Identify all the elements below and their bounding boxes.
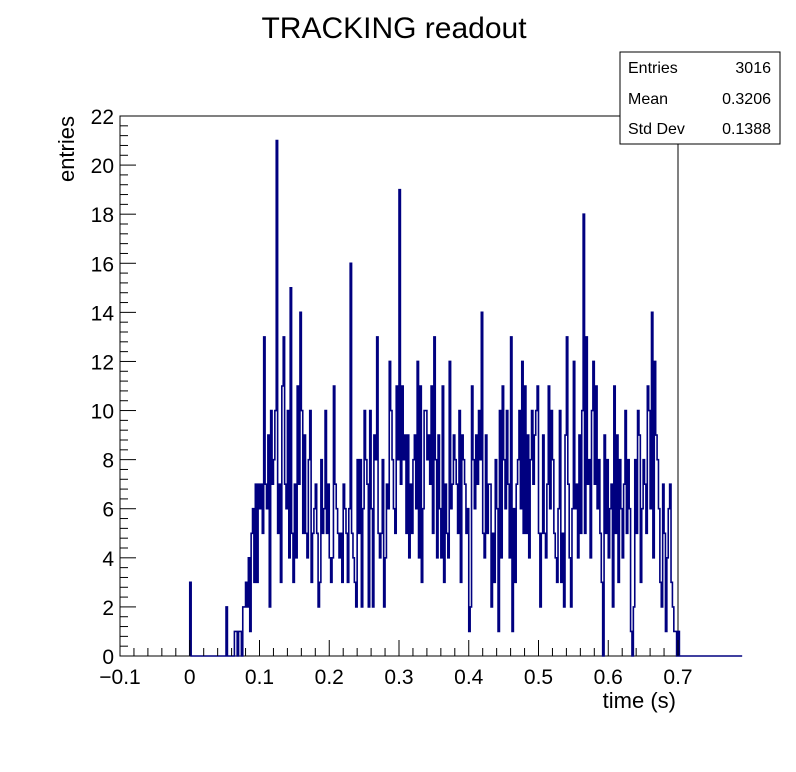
stats-stddev-label: Std Dev <box>628 121 685 138</box>
x-tick-label: −0.1 <box>99 666 140 689</box>
x-tick-label: 0.3 <box>384 666 413 689</box>
stats-box-frame <box>619 51 781 145</box>
stats-stddev-value: 0.1388 <box>722 121 771 138</box>
y-tick-label: 22 <box>91 106 114 129</box>
y-axis-label: entries <box>54 116 79 182</box>
x-tick-label: 0.2 <box>315 666 344 689</box>
y-tick-label: 16 <box>91 253 114 276</box>
y-tick-label: 18 <box>91 204 114 227</box>
y-tick-labels: 0 2 4 6 8 10 12 14 16 18 20 22 <box>91 106 115 669</box>
histogram-bars <box>188 139 743 657</box>
y-tick-label: 10 <box>91 401 114 424</box>
y-tick-label: 8 <box>102 450 114 473</box>
axis-ticks <box>119 115 679 657</box>
x-axis-label: time (s) <box>603 688 676 713</box>
y-tick-label: 20 <box>91 155 114 178</box>
x-tick-label: 0.7 <box>663 666 692 689</box>
x-tick-label: 0.1 <box>245 666 274 689</box>
stats-entries-value: 3016 <box>735 60 771 77</box>
x-tick-label: 0 <box>184 666 196 689</box>
stats-entries-label: Entries <box>628 60 678 77</box>
y-tick-label: 0 <box>102 646 114 669</box>
histogram-series-line <box>188 139 743 657</box>
y-tick-label: 6 <box>102 499 114 522</box>
x-tick-label: 0.6 <box>594 666 623 689</box>
y-tick-label: 12 <box>91 351 114 374</box>
y-tick-label: 14 <box>91 302 115 325</box>
chart-title: TRACKING readout <box>261 12 527 45</box>
x-tick-labels: −0.1 0 0.1 0.2 0.3 0.4 0.5 0.6 0.7 <box>99 666 692 689</box>
x-tick-label: 0.5 <box>524 666 553 689</box>
stats-box: Entries 3016 Mean 0.3206 Std Dev 0.1388 <box>619 51 781 145</box>
stats-mean-value: 0.3206 <box>722 91 771 108</box>
y-tick-label: 4 <box>102 548 114 571</box>
x-tick-label: 0.4 <box>454 666 484 689</box>
stats-mean-label: Mean <box>628 91 668 108</box>
y-tick-label: 2 <box>102 597 114 620</box>
